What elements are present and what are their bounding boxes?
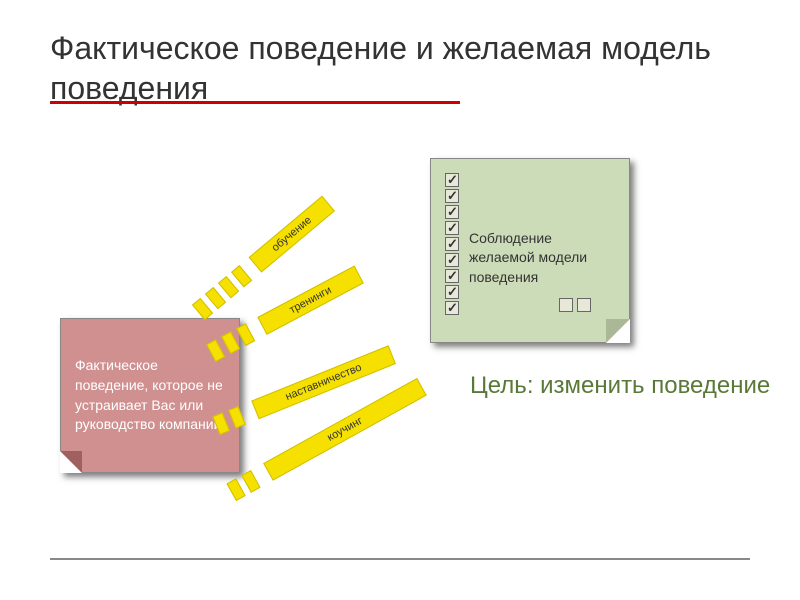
checklist-container: Соблюдение желаемой модели поведения: [445, 173, 615, 315]
dash-segment: [228, 406, 246, 429]
arrow-trainings: тренинги: [257, 266, 364, 335]
arrow-training: обучение: [249, 196, 335, 273]
actual-behavior-text: Фактическое поведение, которое не устраи…: [75, 356, 225, 434]
title-underline: [50, 101, 460, 104]
desired-behavior-text: Соблюдение желаемой модели поведения: [469, 201, 615, 288]
title-container: Фактическое поведение и желаемая модель …: [50, 28, 750, 108]
desired-behavior-note: Соблюдение желаемой модели поведения: [430, 158, 630, 343]
checkbox-empty-icon: [559, 298, 573, 312]
checkbox-checked-icon: [445, 189, 459, 203]
dash-segment: [241, 470, 260, 493]
arrow-dashes: [226, 470, 260, 501]
arrow-dashes: [192, 265, 252, 320]
checkbox-checked-icon: [445, 269, 459, 283]
dash-segment: [236, 323, 255, 346]
checkbox-checked-icon: [445, 285, 459, 299]
slide-title: Фактическое поведение и желаемая модель …: [50, 28, 750, 108]
checkbox-checked-icon: [445, 301, 459, 315]
checkbox-checked-icon: [445, 221, 459, 235]
arrow-label: тренинги: [257, 266, 364, 335]
checkbox-row: [559, 298, 591, 312]
checkbox-checked-icon: [445, 253, 459, 267]
checkbox-empty-icon: [577, 298, 591, 312]
footer-line: [50, 558, 750, 560]
checkbox-column: [445, 173, 459, 315]
dash-segment: [231, 265, 252, 287]
checkbox-checked-icon: [445, 237, 459, 251]
checkbox-checked-icon: [445, 173, 459, 187]
goal-text: Цель: изменить поведение: [470, 370, 770, 401]
checkbox-checked-icon: [445, 205, 459, 219]
arrow-label: обучение: [249, 196, 335, 273]
dash-segment: [226, 478, 245, 501]
